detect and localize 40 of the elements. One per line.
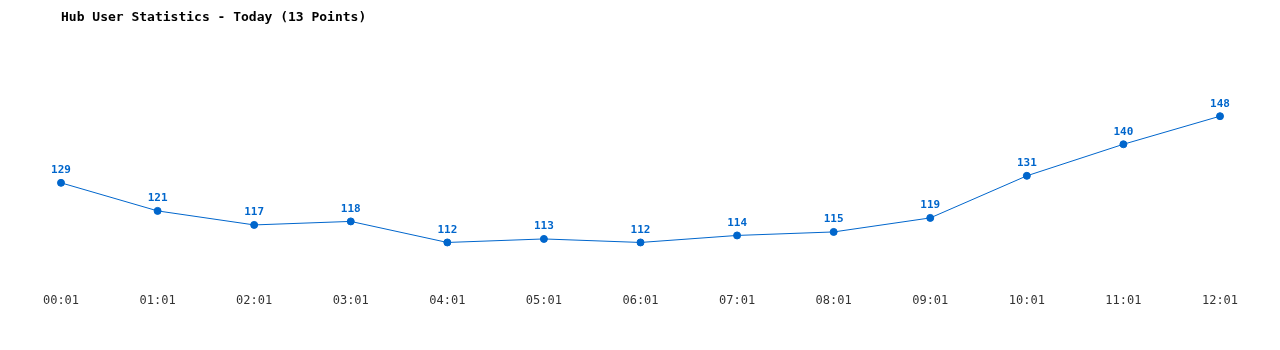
point bbox=[1022, 171, 1031, 180]
data-label: 112 bbox=[630, 222, 651, 236]
data-label: 129 bbox=[51, 163, 71, 177]
x-tick-label: 08:01 bbox=[815, 292, 852, 307]
x-tick-label: 00:01 bbox=[42, 292, 80, 307]
data-label: 115 bbox=[823, 212, 844, 226]
data-label: 119 bbox=[920, 198, 941, 212]
point bbox=[1216, 112, 1224, 121]
data-label: 131 bbox=[1016, 156, 1038, 170]
point bbox=[250, 220, 259, 229]
x-tick-label: 01:01 bbox=[139, 292, 176, 307]
point bbox=[733, 231, 742, 240]
data-label: 140 bbox=[1113, 124, 1134, 138]
point bbox=[636, 238, 645, 247]
data-label: 114 bbox=[727, 215, 748, 229]
data-label: 121 bbox=[147, 191, 168, 205]
x-tick-label: 09:01 bbox=[912, 292, 949, 307]
data-label: 118 bbox=[340, 201, 361, 215]
point bbox=[346, 217, 355, 226]
point bbox=[57, 178, 65, 187]
point bbox=[443, 238, 452, 247]
x-tick-label: 10:01 bbox=[1008, 292, 1045, 307]
data-label: 117 bbox=[244, 205, 265, 219]
data-label: 113 bbox=[533, 219, 554, 233]
point bbox=[1119, 140, 1128, 149]
x-tick-label: 12:01 bbox=[1201, 292, 1239, 307]
point bbox=[926, 213, 935, 222]
x-tick-label: 03:01 bbox=[332, 292, 369, 307]
x-tick-label: 06:01 bbox=[622, 292, 659, 307]
point bbox=[153, 206, 162, 215]
x-tick-label: 04:01 bbox=[429, 292, 466, 307]
x-tick-label: 07:01 bbox=[719, 292, 756, 307]
x-tick-label: 02:01 bbox=[236, 292, 273, 307]
point bbox=[829, 227, 838, 236]
chart-title: Hub User Statistics - Today (13 Points) bbox=[61, 9, 367, 25]
data-label: 112 bbox=[437, 222, 458, 236]
data-label: 148 bbox=[1210, 96, 1230, 110]
x-tick-label: 05:01 bbox=[525, 292, 562, 307]
point bbox=[539, 234, 548, 243]
x-tick-label: 11:01 bbox=[1105, 292, 1142, 307]
